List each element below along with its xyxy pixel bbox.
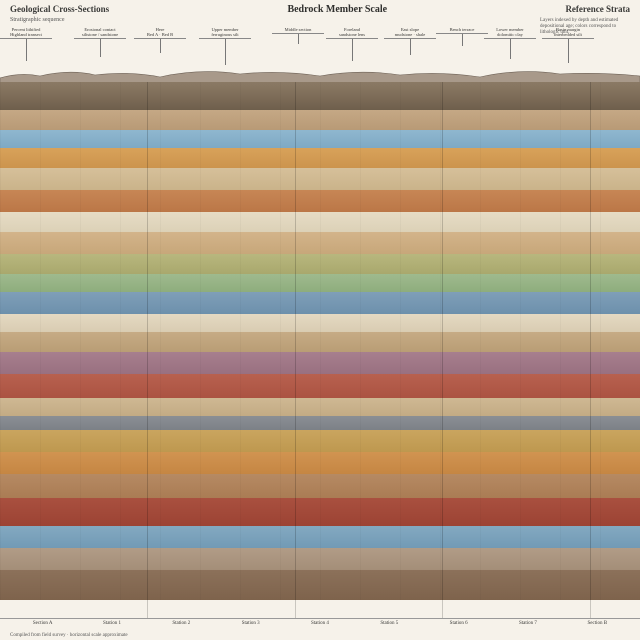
footer-tick: Station 2 — [147, 621, 216, 640]
stratum-steel-shale — [0, 292, 640, 314]
footer-tick: Station 3 — [216, 621, 285, 640]
callout-label: Forelandsandstone lens — [326, 26, 378, 39]
title-right: Reference Strata — [565, 4, 630, 14]
strata-stack — [0, 82, 640, 618]
stratum-cream-chalk — [0, 314, 640, 332]
stratum-buff-sandstone — [0, 232, 640, 254]
stratum-weathered-silt — [0, 110, 640, 130]
callout: HereBed A · Bed B — [134, 26, 186, 53]
callout: Upper memberferruginous silt — [199, 26, 251, 65]
callout-label: Erosional contactsiltstone / sandstone — [74, 26, 126, 39]
callout: Bench terrace — [436, 26, 488, 46]
stratum-olive-clay — [0, 254, 640, 274]
stratum-pale-marl — [0, 212, 640, 232]
stratum-tan-silt-2 — [0, 332, 640, 352]
callout-leader — [298, 34, 299, 44]
callout-leader — [100, 39, 101, 57]
footer-tick: Station 5 — [355, 621, 424, 640]
footer-tick: Section B — [563, 621, 632, 640]
callout-leader — [225, 39, 226, 65]
chart-header: Geological Cross-Sections Bedrock Member… — [0, 0, 640, 64]
vertical-gridline — [590, 82, 591, 618]
stratum-umber-silt — [0, 474, 640, 498]
stratum-ochre-sand-1 — [0, 148, 640, 168]
title-row: Geological Cross-Sections Bedrock Member… — [10, 4, 630, 15]
callout-label: Percent lithifiedHighland transect — [0, 26, 52, 39]
footer-tick: Station 7 — [493, 621, 562, 640]
vertical-gridline — [442, 82, 443, 618]
callout: East slopemudstone · shale — [384, 26, 436, 55]
footer-tick: Station 4 — [285, 621, 354, 640]
cross-section — [0, 64, 640, 618]
subtitle-left: Stratigraphic sequence — [10, 17, 630, 23]
callout-row: Percent lithifiedHighland transect Erosio… — [0, 26, 640, 68]
callout-label: East slopemudstone · shale — [384, 26, 436, 39]
callout-leader — [26, 39, 27, 61]
callout-leader — [410, 39, 411, 55]
footer-tick: Station 6 — [424, 621, 493, 640]
stratum-gold-sandstone — [0, 430, 640, 452]
callout: Lower memberdolomitic clay — [484, 26, 536, 59]
callout-leader — [462, 34, 463, 46]
callout-label: Bench terrace — [436, 26, 488, 34]
callout-label: Upper memberferruginous silt — [199, 26, 251, 39]
callout-leader — [352, 39, 353, 61]
stratum-brick-clay — [0, 374, 640, 398]
geologic-cross-section-chart: Geological Cross-Sections Bedrock Member… — [0, 0, 640, 640]
stratum-azure-shale-2 — [0, 526, 640, 548]
callout: Basin margininterbedded silt — [542, 26, 594, 63]
callout: Middle section — [272, 26, 324, 44]
stratum-slate-band — [0, 416, 640, 430]
footnote: Compiled from field survey · horizontal … — [10, 633, 128, 638]
stratum-green-shale — [0, 274, 640, 292]
stratum-rust-siltstone — [0, 190, 640, 212]
stratum-azure-shale-1 — [0, 130, 640, 148]
callout-leader — [568, 39, 569, 63]
stratum-sand-silt — [0, 398, 640, 416]
callout-label: Middle section — [272, 26, 324, 34]
callout-label: HereBed A · Bed B — [134, 26, 186, 39]
callout-leader — [510, 39, 511, 59]
stratum-topsoil — [0, 82, 640, 110]
stratum-basal-brown — [0, 570, 640, 600]
stratum-tan-mudstone — [0, 168, 640, 190]
stratum-ochre-sand-2 — [0, 452, 640, 474]
callout: Erosional contactsiltstone / sandstone — [74, 26, 126, 57]
vertical-gridline — [147, 82, 148, 618]
callout-leader — [160, 39, 161, 53]
callout-label: Lower memberdolomitic clay — [484, 26, 536, 39]
title-left: Geological Cross-Sections — [10, 4, 109, 14]
callout: Percent lithifiedHighland transect — [0, 26, 52, 61]
callout: Forelandsandstone lens — [326, 26, 378, 61]
title-center: Bedrock Member Scale — [109, 4, 565, 15]
stratum-taupe-mudstone — [0, 548, 640, 570]
stratum-mauve-mudstone — [0, 352, 640, 374]
callout-label: Basin margininterbedded silt — [542, 26, 594, 39]
vertical-gridline — [295, 82, 296, 618]
stratum-red-claystone — [0, 498, 640, 526]
